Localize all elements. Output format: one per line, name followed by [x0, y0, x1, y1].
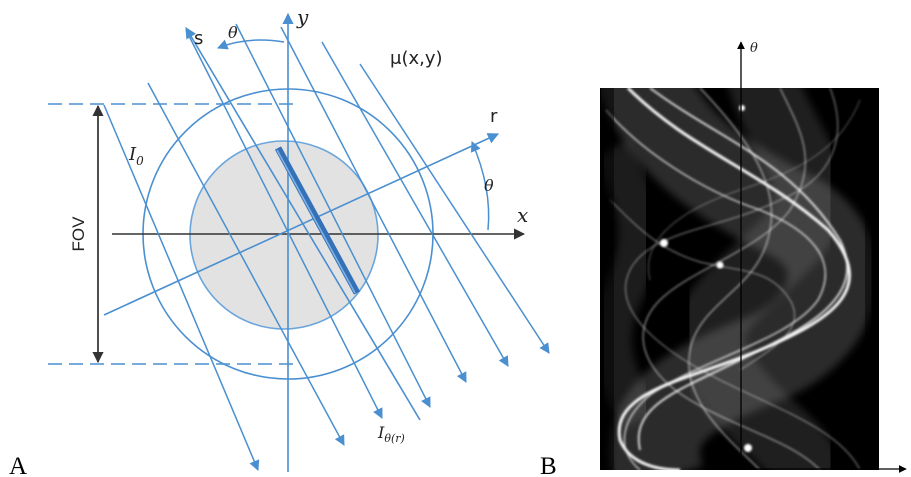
r-axis-label: r: [490, 106, 498, 127]
panel-b-label: B: [540, 453, 557, 477]
s-axis-label: s: [194, 28, 203, 49]
ray-line: [147, 82, 345, 446]
projection-rays: [103, 23, 550, 471]
fov-label: FOV: [69, 216, 88, 252]
sinogram-side-band: [865, 88, 879, 470]
sinogram-glow: [600, 88, 878, 470]
sinogram: [600, 88, 879, 470]
projection-line-integral: [274, 146, 361, 295]
sinusoid-trace: [688, 88, 773, 470]
i0-label: I0: [128, 144, 144, 168]
sinusoid-trace: [605, 109, 827, 470]
panel-a: FOV x y s r θ θ: [9, 5, 550, 477]
sinogram-side-band: [600, 88, 614, 470]
sinogram-glow: [600, 139, 659, 429]
r-axis: [103, 133, 500, 316]
theta-right-label: θ: [484, 176, 494, 195]
sinogram-glow: [674, 88, 845, 470]
y-axis-label: y: [296, 5, 309, 29]
sinusoid-trace: [609, 199, 796, 371]
sinusoid-trace: [648, 99, 861, 281]
attenuation-label: μ(x,y): [390, 48, 443, 69]
sinusoid-trace: [637, 88, 848, 451]
ray-line: [103, 104, 260, 471]
sinusoid-trace: [642, 88, 821, 470]
sinogram-bright-spot: [744, 444, 752, 452]
sinogram-bright-spot: [739, 105, 745, 111]
theta-top-label: θ: [228, 23, 238, 42]
panel-a-label: A: [9, 453, 27, 477]
ray-line: [359, 63, 550, 354]
theta-right-arc: [470, 141, 490, 231]
sinusoid-trace: [624, 88, 861, 470]
x-axis-label: x: [517, 203, 528, 227]
ray-line: [235, 23, 431, 408]
sinogram-bright-spot: [660, 239, 668, 247]
panel-b: B: [540, 41, 907, 477]
sinusoid-trace: [617, 88, 851, 470]
ray-line: [185, 29, 383, 419]
sinusoid-traces: [605, 88, 861, 470]
theta-axis-label: θ: [750, 41, 758, 56]
projection-line-highlight: [276, 149, 356, 294]
itheta-label: Iθ(r): [377, 423, 405, 445]
theta-top-arc: [217, 39, 285, 50]
sinogram-bright-spot: [716, 261, 724, 269]
object-disc: [189, 140, 379, 330]
ray-line: [280, 26, 467, 383]
ray-line: [321, 41, 509, 367]
